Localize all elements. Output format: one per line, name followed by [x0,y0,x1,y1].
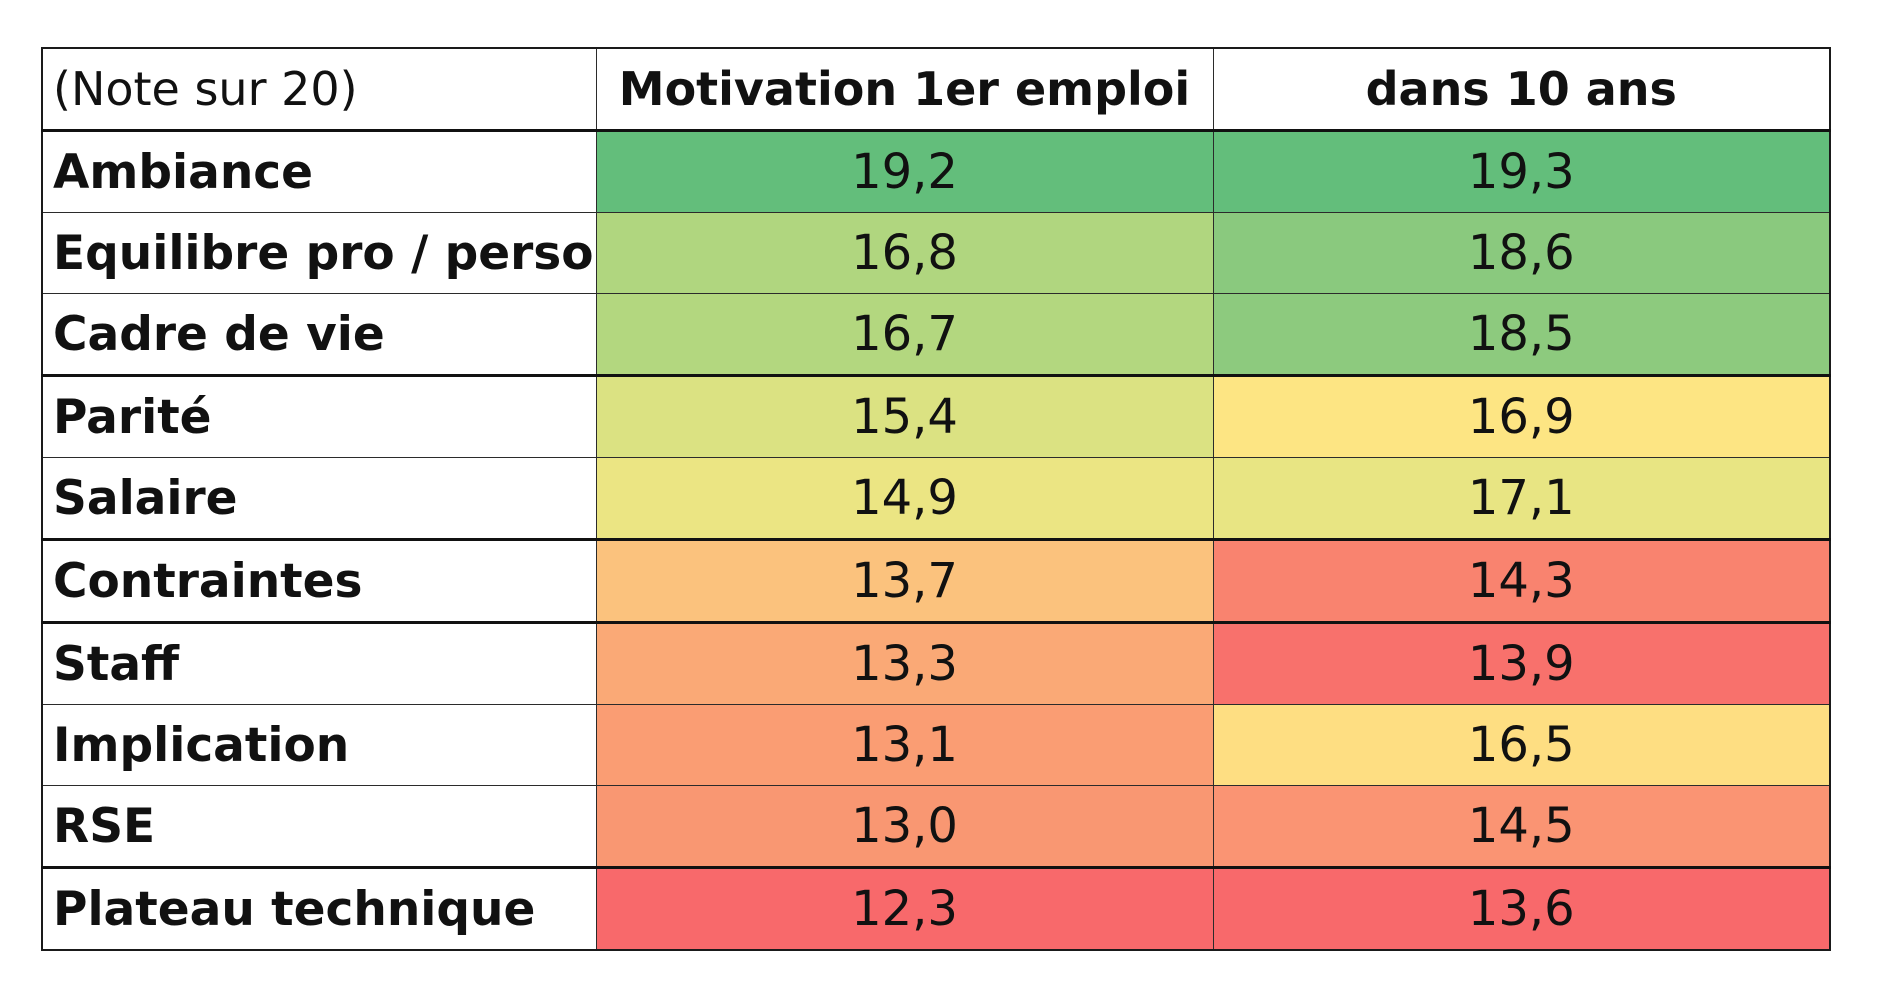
cell-motivation-1er-emploi: 13,1 [595,704,1214,786]
table-row: Cadre de vie 16,7 18,5 [41,293,1831,377]
row-label: Equilibre pro / perso [41,212,597,294]
header-row: (Note sur 20) Motivation 1er emploi dans… [41,47,1831,132]
cell-motivation-1er-emploi: 19,2 [595,130,1214,213]
row-label: Salaire [41,457,597,541]
heatmap-table: (Note sur 20) Motivation 1er emploi dans… [41,47,1831,951]
cell-dans-10-ans: 13,9 [1212,622,1831,705]
cell-motivation-1er-emploi: 16,8 [595,212,1214,294]
cell-dans-10-ans: 18,5 [1212,293,1831,377]
table-row: Ambiance 19,2 19,3 [41,130,1831,213]
cell-dans-10-ans: 19,3 [1212,130,1831,213]
table-row: Salaire 14,9 17,1 [41,457,1831,541]
table-body: Ambiance 19,2 19,3 Equilibre pro / perso 16,… [41,130,1831,951]
cell-dans-10-ans: 17,1 [1212,457,1831,541]
row-label: Contraintes [41,539,597,624]
column-header-motivation: Motivation 1er emploi [595,47,1214,132]
cell-motivation-1er-emploi: 15,4 [595,375,1214,458]
cell-motivation-1er-emploi: 13,3 [595,622,1214,705]
cell-motivation-1er-emploi: 12,3 [595,867,1214,951]
row-label: Ambiance [41,130,597,213]
row-label: Parité [41,375,597,458]
cell-motivation-1er-emploi: 13,0 [595,785,1214,869]
table-row: Equilibre pro / perso 16,8 18,6 [41,212,1831,294]
column-header-dans-10-ans: dans 10 ans [1212,47,1831,132]
table-row: RSE 13,0 14,5 [41,785,1831,869]
corner-label: (Note sur 20) [41,47,597,132]
cell-motivation-1er-emploi: 13,7 [595,539,1214,624]
cell-dans-10-ans: 16,5 [1212,704,1831,786]
table-row: Contraintes 13,7 14,3 [41,539,1831,624]
cell-dans-10-ans: 16,9 [1212,375,1831,458]
cell-dans-10-ans: 18,6 [1212,212,1831,294]
row-label: Staff [41,622,597,705]
row-label: Cadre de vie [41,293,597,377]
table-row: Staff 13,3 13,9 [41,622,1831,705]
row-label: RSE [41,785,597,869]
cell-dans-10-ans: 13,6 [1212,867,1831,951]
row-label: Implication [41,704,597,786]
cell-motivation-1er-emploi: 14,9 [595,457,1214,541]
cell-dans-10-ans: 14,3 [1212,539,1831,624]
row-label: Plateau technique [41,867,597,951]
table-row: Implication 13,1 16,5 [41,704,1831,786]
cell-dans-10-ans: 14,5 [1212,785,1831,869]
table-row: Parité 15,4 16,9 [41,375,1831,458]
table-row: Plateau technique 12,3 13,6 [41,867,1831,951]
cell-motivation-1er-emploi: 16,7 [595,293,1214,377]
